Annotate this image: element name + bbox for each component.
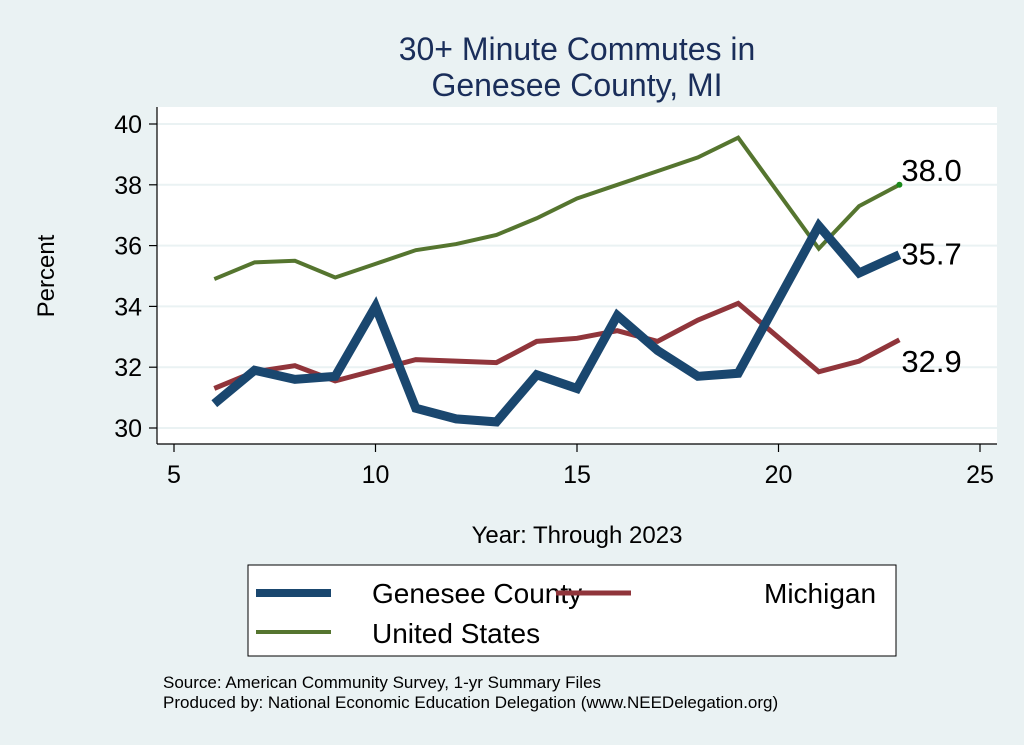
- chart-title-line-1: 30+ Minute Commutes in: [399, 31, 756, 67]
- y-tick-label: 34: [114, 293, 142, 321]
- y-axis-title: Percent: [33, 234, 60, 317]
- x-tick-label: 20: [765, 461, 793, 489]
- source-note: Source: American Community Survey, 1-yr …: [163, 673, 601, 692]
- chart-title-line-2: Genesee County, MI: [431, 67, 722, 103]
- y-tick-label: 38: [114, 172, 142, 200]
- plot-area: [157, 107, 997, 444]
- legend: Genesee County Michigan United States: [247, 564, 897, 657]
- end-labels: 35.7 32.9 38.0: [901, 153, 961, 379]
- producer-note: Produced by: National Economic Education…: [163, 693, 778, 712]
- legend-label-united-states: United States: [372, 618, 540, 649]
- y-tick-label: 32: [114, 354, 142, 382]
- legend-box: [247, 564, 897, 657]
- x-axis: 5 10 15 20 25: [157, 443, 997, 489]
- end-marker-united-states: [896, 181, 903, 188]
- x-tick-label: 5: [167, 461, 181, 489]
- series-lines: [211, 135, 903, 427]
- series-line-genesee-county: [211, 217, 902, 427]
- x-tick-label: 15: [563, 461, 591, 489]
- y-tick-label: 30: [114, 415, 142, 443]
- y-tick-label: 36: [114, 233, 142, 261]
- legend-label-michigan: Michigan: [764, 578, 876, 609]
- y-tick-label: 40: [114, 111, 142, 139]
- x-tick-label: 10: [362, 461, 390, 489]
- end-label-united-states: 38.0: [901, 153, 961, 188]
- x-axis-title: Year: Through 2023: [472, 522, 683, 549]
- end-label-michigan: 32.9: [901, 344, 961, 379]
- end-label-genesee-county: 35.7: [901, 237, 961, 272]
- legend-label-genesee-county: Genesee County: [372, 578, 582, 609]
- series-line-united-states: [213, 135, 901, 281]
- x-tick-label: 25: [966, 461, 994, 489]
- y-axis: 30 32 34 36 38 40: [114, 107, 158, 444]
